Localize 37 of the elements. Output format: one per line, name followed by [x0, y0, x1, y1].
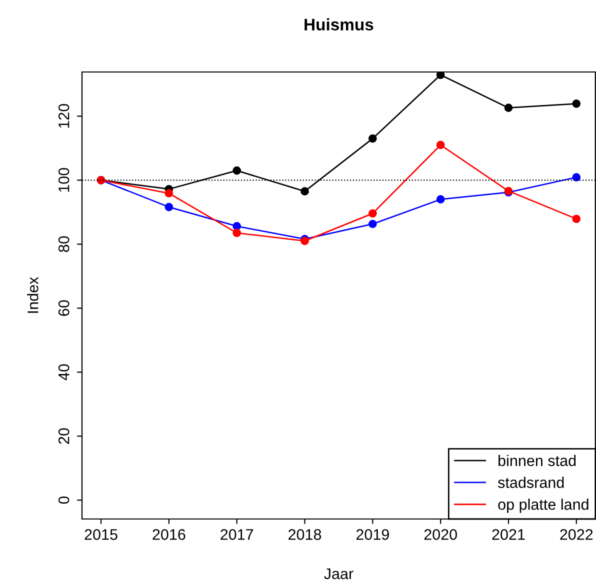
point [436, 140, 445, 150]
y-tick-label: 0 [58, 496, 70, 504]
legend-label: binnen stad [498, 454, 576, 466]
y-tick-label: 100 [58, 168, 70, 192]
legend-label: stadsrand [498, 476, 564, 488]
point [572, 214, 581, 224]
point [164, 189, 174, 198]
x-tick-label: 2018 [288, 529, 322, 540]
point [232, 222, 242, 230]
point [232, 228, 242, 238]
x-tick-label: 2016 [152, 529, 186, 540]
x-axis-title: Jaar [324, 568, 354, 580]
point [368, 220, 377, 228]
legend-label: op platte land [498, 498, 588, 513]
point [368, 209, 377, 218]
point [300, 187, 309, 196]
point [164, 202, 174, 212]
point [504, 104, 513, 112]
y-axis-title: Index [27, 276, 38, 313]
y-tick-label: 120 [58, 104, 70, 128]
point [368, 134, 377, 143]
y-tick-label: 80 [58, 236, 70, 252]
x-tick-label: 2019 [356, 529, 389, 540]
x-tick-label: 2017 [220, 529, 254, 540]
y-tick-label: 60 [58, 300, 70, 316]
x-tick-label: 2021 [492, 529, 525, 540]
point [572, 173, 581, 182]
x-tick-label: 2022 [560, 529, 593, 540]
point [436, 195, 445, 204]
y-tick-label: 40 [58, 364, 70, 380]
point [436, 72, 445, 80]
x-tick-label: 2020 [424, 529, 457, 540]
point [232, 166, 242, 175]
x-tick-label: 2015 [84, 529, 118, 540]
point [572, 100, 581, 108]
y-tick-label: 20 [58, 428, 70, 444]
chart-title: Huismus [304, 18, 374, 30]
